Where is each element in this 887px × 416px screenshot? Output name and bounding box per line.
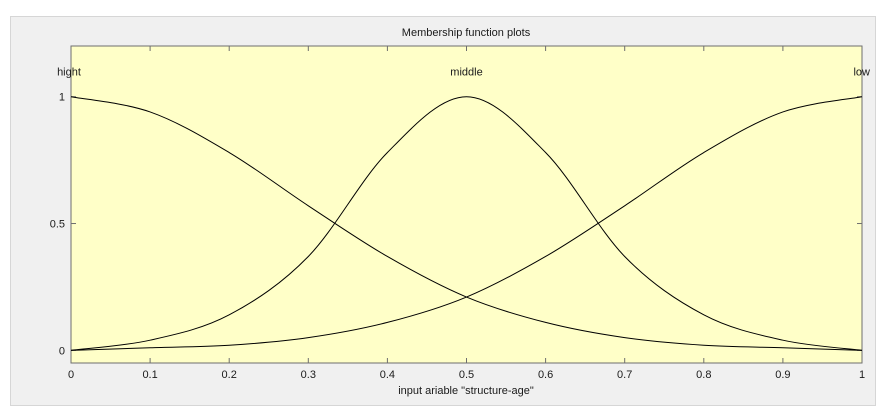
x-tick-label: 0.1: [142, 369, 157, 381]
x-tick-label: 1: [859, 369, 865, 381]
chart-title: Membership function plots: [402, 27, 531, 39]
x-axis-label: input ariable "structure-age": [398, 385, 534, 397]
x-tick-label: 0.8: [696, 369, 711, 381]
x-tick-label: 0.4: [380, 369, 395, 381]
plot-area: [70, 45, 863, 364]
x-tick-label: 0.3: [301, 369, 316, 381]
x-tick-label: 0.7: [617, 369, 632, 381]
mf-label-middle: middle: [450, 67, 482, 79]
x-tick-label: 0.2: [222, 369, 237, 381]
y-tick-label: 0: [59, 345, 65, 357]
y-tick-label: 1: [59, 92, 65, 104]
mf-label-hight: hight: [57, 67, 81, 79]
x-tick-label: 0.9: [775, 369, 790, 381]
mf-label-low: low: [853, 67, 870, 79]
membership-curve-low: [70, 96, 863, 351]
x-tick-label: 0.6: [538, 369, 553, 381]
x-tick-label: 0.5: [459, 369, 474, 381]
membership-curve-middle: [70, 96, 863, 351]
x-tick-label: 0: [68, 369, 74, 381]
y-tick-label: 0.5: [50, 219, 65, 231]
membership-curve-hight: [70, 96, 863, 351]
